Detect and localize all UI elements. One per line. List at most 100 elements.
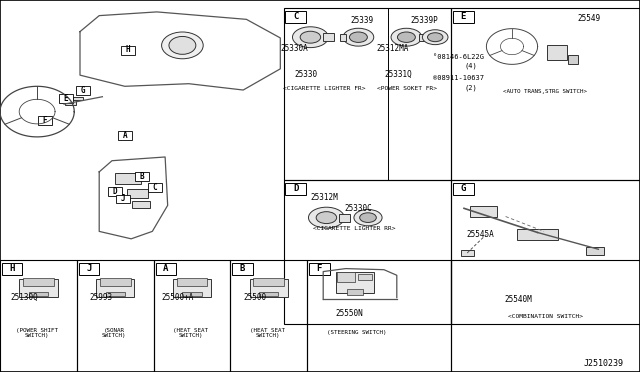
Ellipse shape (161, 32, 204, 59)
Bar (127, 189, 148, 198)
Text: J: J (120, 194, 125, 203)
FancyBboxPatch shape (148, 183, 162, 192)
Text: 25500: 25500 (243, 293, 266, 302)
Bar (358, 274, 372, 280)
Text: <CIGARETTE LIGHTER RR>: <CIGARETTE LIGHTER RR> (313, 226, 395, 231)
Text: 25549: 25549 (577, 14, 600, 23)
Text: (2): (2) (465, 84, 477, 91)
Text: 25993: 25993 (90, 293, 113, 302)
Text: <POWER SOKET FR>: <POWER SOKET FR> (377, 86, 437, 91)
Bar (173, 279, 211, 297)
Bar (337, 272, 355, 282)
Text: ®08911-10637: ®08911-10637 (433, 75, 484, 81)
Text: <COMBINATION SWITCH>: <COMBINATION SWITCH> (508, 314, 583, 320)
FancyBboxPatch shape (116, 195, 130, 203)
Bar (451, 8, 640, 180)
Bar (177, 278, 207, 286)
Circle shape (300, 31, 321, 43)
Text: G: G (461, 184, 466, 193)
Text: 25330: 25330 (294, 70, 317, 79)
Bar (323, 33, 334, 41)
Text: (STEERING SWITCH): (STEERING SWITCH) (327, 330, 386, 336)
FancyBboxPatch shape (285, 11, 306, 23)
Circle shape (360, 213, 376, 222)
Bar (96, 279, 134, 297)
FancyBboxPatch shape (309, 263, 330, 275)
Circle shape (397, 32, 415, 42)
Bar (29, 292, 48, 296)
Text: 25339P: 25339P (410, 16, 438, 25)
Text: 25550N: 25550N (335, 309, 364, 318)
Bar (23, 278, 54, 286)
Text: D: D (293, 184, 298, 193)
Bar (568, 55, 578, 64)
FancyBboxPatch shape (453, 11, 474, 23)
Bar (339, 214, 350, 222)
Text: 25130Q: 25130Q (10, 293, 38, 302)
Text: J2510239: J2510239 (584, 359, 624, 368)
Circle shape (308, 207, 344, 228)
Text: A: A (163, 264, 168, 273)
Text: B: B (140, 172, 145, 181)
Bar (132, 201, 150, 208)
Bar (336, 272, 374, 293)
Ellipse shape (169, 36, 196, 54)
FancyBboxPatch shape (108, 187, 122, 196)
Text: F: F (42, 116, 47, 125)
Bar (419, 34, 425, 41)
FancyBboxPatch shape (79, 263, 99, 275)
Text: 25330C: 25330C (344, 204, 372, 213)
Bar (451, 180, 640, 324)
FancyBboxPatch shape (76, 86, 90, 95)
FancyBboxPatch shape (121, 46, 135, 55)
Text: H: H (125, 45, 131, 54)
Bar (284, 180, 451, 324)
FancyBboxPatch shape (232, 263, 253, 275)
Bar (230, 260, 307, 372)
Bar (250, 279, 288, 297)
Text: °08146-6L22G: °08146-6L22G (433, 54, 484, 60)
FancyBboxPatch shape (118, 131, 132, 140)
Bar (586, 247, 604, 255)
Text: G: G (81, 86, 86, 94)
Text: (SONAR
SWITCH): (SONAR SWITCH) (102, 327, 126, 339)
Bar (19, 279, 58, 297)
Circle shape (316, 212, 337, 224)
Bar (100, 278, 131, 286)
Bar (340, 34, 346, 41)
FancyBboxPatch shape (135, 172, 149, 181)
FancyBboxPatch shape (156, 263, 176, 275)
FancyBboxPatch shape (59, 94, 73, 103)
Text: J: J (86, 264, 92, 273)
Bar (106, 292, 125, 296)
Text: <AUTO TRANS,STRG SWITCH>: <AUTO TRANS,STRG SWITCH> (503, 89, 588, 94)
Text: 25545A: 25545A (466, 230, 494, 239)
Bar (517, 229, 558, 240)
FancyBboxPatch shape (453, 183, 474, 195)
Bar (461, 250, 474, 256)
Text: 25330A: 25330A (280, 44, 308, 53)
FancyBboxPatch shape (2, 263, 22, 275)
Bar (470, 206, 497, 217)
Text: E: E (63, 94, 68, 103)
Text: 25339: 25339 (350, 16, 373, 25)
Bar (65, 100, 76, 105)
Text: 25312M: 25312M (310, 193, 339, 202)
Text: B: B (240, 264, 245, 273)
Text: C: C (293, 12, 298, 21)
Text: H: H (10, 264, 15, 273)
Bar (0, 260, 77, 372)
Bar (115, 173, 141, 184)
Circle shape (391, 28, 422, 46)
Bar (253, 278, 284, 286)
Text: <CIGARETTE LIGHTER FR>: <CIGARETTE LIGHTER FR> (283, 86, 365, 91)
Text: F: F (317, 264, 322, 273)
Text: (HEAT SEAT
SWITCH): (HEAT SEAT SWITCH) (250, 327, 285, 339)
Bar (307, 260, 451, 372)
Text: E: E (461, 12, 466, 21)
Text: (HEAT SEAT
SWITCH): (HEAT SEAT SWITCH) (173, 327, 208, 339)
Bar (284, 8, 451, 180)
Text: 25500+A: 25500+A (162, 293, 194, 302)
Bar (259, 292, 278, 296)
FancyBboxPatch shape (285, 183, 306, 195)
